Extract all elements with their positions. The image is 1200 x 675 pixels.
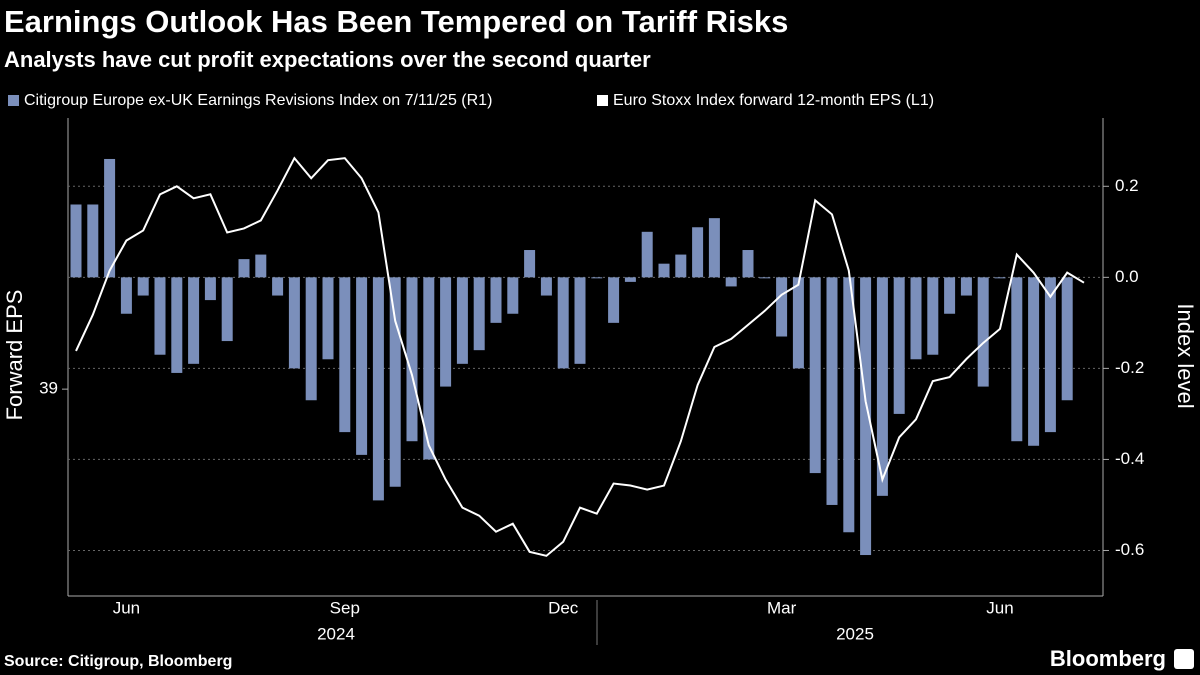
y2-tick-label: 0.2 (1115, 176, 1139, 195)
chart-title: Earnings Outlook Has Been Tempered on Ta… (4, 4, 788, 39)
bar (826, 277, 838, 505)
bar (1044, 277, 1056, 433)
bar (708, 218, 720, 278)
bar (137, 277, 149, 296)
bar (339, 277, 351, 433)
bar (776, 277, 788, 337)
year-label: 2025 (836, 624, 874, 643)
bar (372, 277, 384, 501)
bar (255, 254, 267, 278)
bar (843, 277, 855, 533)
bar (272, 277, 284, 296)
bar (792, 277, 804, 369)
bar (305, 277, 317, 401)
x-tick-label: Jun (986, 598, 1013, 617)
bar (624, 277, 636, 282)
x-tick-label: Sep (330, 598, 360, 617)
bar (490, 277, 502, 323)
y2-tick-label: 0.0 (1115, 267, 1139, 286)
x-tick-label: Jun (113, 598, 140, 617)
y-axis-label: Forward EPS (2, 290, 27, 421)
bar (1011, 277, 1023, 442)
legend-label: Citigroup Europe ex-UK Earnings Revision… (24, 92, 492, 109)
bar (876, 277, 888, 496)
bar (591, 277, 603, 279)
brand: Bloomberg (1050, 646, 1166, 671)
bar (171, 277, 183, 373)
legend-label: Euro Stoxx Index forward 12-month EPS (L… (613, 92, 934, 109)
bar (288, 277, 300, 369)
bar (120, 277, 132, 314)
bar (692, 227, 704, 278)
bar (759, 277, 771, 279)
bar (658, 263, 670, 278)
legend-swatch (597, 95, 608, 106)
y2-tick-label: -0.2 (1115, 358, 1144, 377)
bar (641, 231, 653, 278)
bar (994, 277, 1006, 279)
source: Source: Citigroup, Bloomberg (4, 653, 232, 670)
y2-tick-label: -0.6 (1115, 540, 1144, 559)
bar (1061, 277, 1073, 401)
bar (675, 254, 687, 278)
bar (154, 277, 166, 355)
bar (977, 277, 989, 387)
year-label: 2024 (317, 624, 355, 643)
bar (944, 277, 956, 314)
bar (742, 250, 754, 278)
bar (809, 277, 821, 474)
bar (221, 277, 233, 342)
bar (70, 204, 82, 278)
bar (238, 259, 250, 278)
bar (608, 277, 620, 323)
bar (204, 277, 216, 301)
bar (456, 277, 468, 364)
bar (406, 277, 418, 442)
brand-icon (1174, 649, 1194, 669)
bar (524, 250, 536, 278)
bar (507, 277, 519, 314)
bar (725, 277, 737, 287)
y-tick-label: 39 (39, 379, 58, 398)
chart-subtitle: Analysts have cut profit expectations ov… (4, 47, 651, 72)
bar (389, 277, 401, 487)
line (75, 156, 1085, 557)
y2-tick-label: -0.4 (1115, 449, 1144, 468)
bar (322, 277, 334, 360)
bar (893, 277, 905, 414)
bar (87, 204, 99, 278)
legend-swatch (8, 95, 19, 106)
bar (1028, 277, 1040, 446)
bar (104, 158, 116, 278)
bar (574, 277, 586, 364)
bar (188, 277, 200, 364)
bar (473, 277, 485, 351)
bar (927, 277, 939, 355)
bar (423, 277, 435, 460)
x-tick-label: Mar (767, 598, 797, 617)
y2-axis-label: Index level (1173, 303, 1198, 408)
x-tick-label: Dec (548, 598, 579, 617)
bar (440, 277, 452, 387)
bar (356, 277, 368, 455)
bar (860, 277, 872, 556)
bar (910, 277, 922, 360)
bar (960, 277, 972, 296)
bar (540, 277, 552, 296)
bar (557, 277, 569, 369)
